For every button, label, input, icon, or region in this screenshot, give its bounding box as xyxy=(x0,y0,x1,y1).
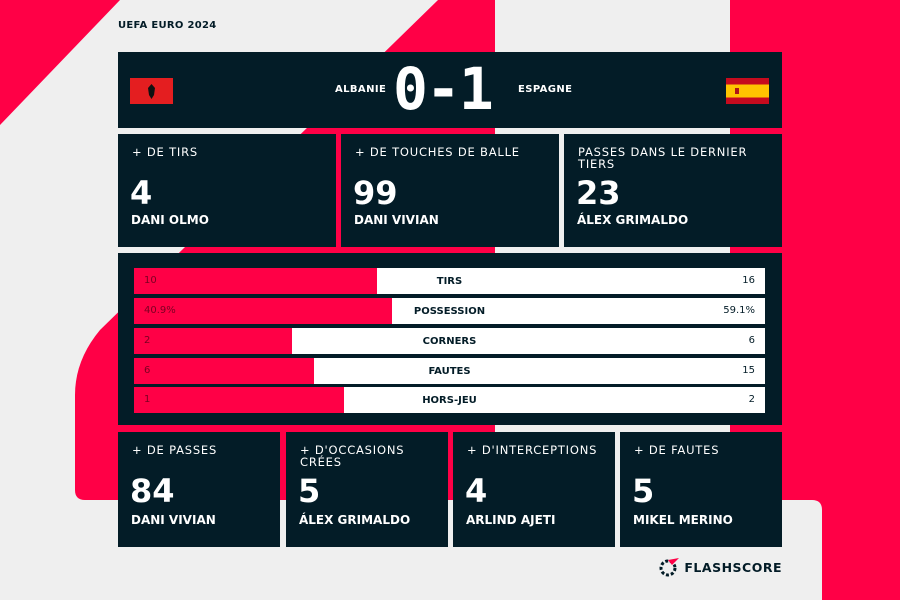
card-value: 99 xyxy=(353,174,398,212)
card-player: ÁLEX GRIMALDO xyxy=(299,513,411,527)
stat-row: 6 FAUTES 15 xyxy=(134,358,765,384)
score: 0-1 xyxy=(393,55,494,123)
stat-label: TIRS xyxy=(436,276,463,287)
top-stat-card: + DE TIRS 4 DANI OLMO xyxy=(118,134,336,247)
card-player: DANI VIVIAN xyxy=(354,213,439,227)
away-team: ESPAGNE xyxy=(518,84,573,95)
bottom-stat-card: + DE PASSES 84 DANI VIVIAN xyxy=(118,432,280,547)
card-player: MIKEL MERINO xyxy=(633,513,733,527)
card-label: + DE TOUCHES DE BALLE xyxy=(355,145,520,159)
card-value: 23 xyxy=(576,174,621,212)
home-value: 40.9% xyxy=(144,305,176,316)
stat-row: 2 CORNERS 6 xyxy=(134,328,765,354)
flashscore-logo-icon xyxy=(659,558,680,577)
stat-row: 1 HORS-JEU 2 xyxy=(134,387,765,413)
card-label: PASSES DANS LE DERNIER TIERS xyxy=(578,145,748,171)
bottom-stat-card: + D'OCCASIONS CRÉES 5 ÁLEX GRIMALDO xyxy=(286,432,448,547)
stat-label: POSSESSION xyxy=(413,306,486,317)
home-share-bar xyxy=(134,268,377,294)
card-value: 5 xyxy=(298,472,321,510)
away-value: 6 xyxy=(748,335,755,346)
stat-row: 40.9% POSSESSION 59.1% xyxy=(134,298,765,324)
card-label: + DE PASSES xyxy=(132,443,218,457)
top-stat-card: + DE TOUCHES DE BALLE 99 DANI VIVIAN xyxy=(341,134,559,247)
card-label: + D'INTERCEPTIONS xyxy=(467,443,598,457)
away-value: 15 xyxy=(742,365,755,376)
stat-label: FAUTES xyxy=(428,366,471,377)
bottom-stat-card: + DE FAUTES 5 MIKEL MERINO xyxy=(620,432,782,547)
card-player: ARLIND AJETI xyxy=(466,513,556,527)
card-label: + DE FAUTES xyxy=(634,443,720,457)
card-value: 4 xyxy=(465,472,488,510)
home-value: 2 xyxy=(144,335,151,346)
flashscore-logo: FLASHSCORE xyxy=(658,557,782,577)
home-team: ALBANIE xyxy=(335,84,387,95)
card-label: + D'OCCASIONS CRÉES xyxy=(300,443,405,469)
away-value: 16 xyxy=(742,275,755,286)
stat-label: CORNERS xyxy=(422,336,477,347)
card-value: 5 xyxy=(632,472,655,510)
card-player: DANI OLMO xyxy=(131,213,209,227)
spain-flag-icon xyxy=(726,78,769,104)
albania-flag-icon xyxy=(130,78,173,104)
home-share-bar xyxy=(134,387,345,413)
card-player: ÁLEX GRIMALDO xyxy=(577,213,689,227)
away-value: 59.1% xyxy=(723,305,755,316)
stats-panel: 10 TIRS 16 40.9% POSSESSION 59.1% 2 CORN… xyxy=(118,253,782,425)
card-player: DANI VIVIAN xyxy=(131,513,216,527)
card-label: + DE TIRS xyxy=(132,145,198,159)
home-value: 1 xyxy=(144,394,151,405)
scoreboard: ALBANIE 0-1 ESPAGNE xyxy=(118,52,782,128)
away-value: 2 xyxy=(748,394,755,405)
brand-name: FLASHSCORE xyxy=(684,559,782,575)
home-value: 6 xyxy=(144,365,151,376)
bottom-stat-card: + D'INTERCEPTIONS 4 ARLIND AJETI xyxy=(453,432,615,547)
card-value: 4 xyxy=(130,174,153,212)
stat-label: HORS-JEU xyxy=(422,395,477,406)
stat-row: 10 TIRS 16 xyxy=(134,268,765,294)
home-share-bar xyxy=(134,358,315,384)
home-value: 10 xyxy=(144,275,157,286)
competition-title: UEFA EURO 2024 xyxy=(118,20,217,31)
home-share-bar xyxy=(134,328,292,354)
card-value: 84 xyxy=(130,472,175,510)
home-share-bar xyxy=(134,298,393,324)
top-stat-card: PASSES DANS LE DERNIER TIERS 23 ÁLEX GRI… xyxy=(564,134,782,247)
